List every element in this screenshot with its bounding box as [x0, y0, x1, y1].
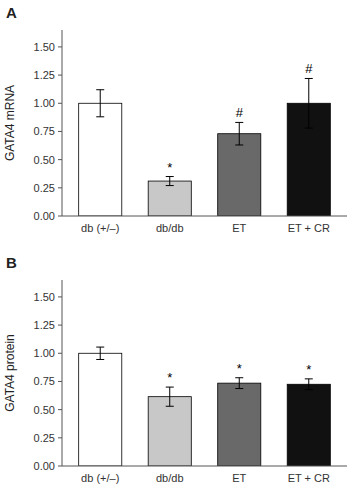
significance-marker: #	[236, 105, 244, 120]
x-tick-label: ET	[232, 472, 246, 484]
y-tick	[58, 103, 62, 104]
y-tick-label: 0.25	[34, 182, 55, 194]
x-tick-label: ET	[232, 222, 246, 234]
y-tick	[58, 409, 62, 410]
x-tick-label: db/db	[156, 472, 184, 484]
y-tick-label: 0.25	[34, 432, 55, 444]
y-tick	[58, 353, 62, 354]
y-axis-label: GATA4 mRNA	[3, 85, 17, 161]
y-tick	[58, 75, 62, 76]
y-tick	[58, 325, 62, 326]
chart-container: A GATA4 mRNA 0.00 0.25 0.50 0.75 1.00 1.25 1.50 *…	[0, 0, 357, 500]
panel: A GATA4 mRNA 0.00 0.25 0.50 0.75 1.00 1.25 1.50 *…	[3, 4, 347, 234]
error-bar-path	[166, 177, 174, 186]
y-tick-label: 0.00	[34, 460, 55, 472]
bar	[79, 103, 122, 216]
significance-marker: *	[306, 362, 311, 377]
y-tick	[58, 216, 62, 217]
error-bar	[96, 347, 104, 359]
error-bar-path	[305, 78, 313, 128]
error-bar-path	[305, 379, 313, 390]
error-bar	[305, 379, 313, 390]
error-bar	[235, 122, 243, 145]
y-tick-label: 1.50	[34, 41, 55, 53]
y-axis-line	[62, 30, 63, 216]
error-bar	[166, 387, 174, 406]
error-bar-path	[235, 122, 243, 145]
panel-title: A	[6, 4, 17, 21]
y-tick	[58, 437, 62, 438]
error-bar-path	[166, 387, 174, 406]
y-tick	[58, 187, 62, 188]
y-tick	[58, 466, 62, 467]
plot-area	[79, 347, 331, 466]
significance-marker: *	[167, 160, 172, 175]
error-bar	[305, 78, 313, 128]
y-tick-label: 0.00	[34, 210, 55, 222]
bar	[218, 383, 261, 466]
error-bar	[166, 177, 174, 186]
y-tick-label: 0.75	[34, 375, 55, 387]
x-tick-label: ET + CR	[288, 472, 330, 484]
plot-area	[79, 78, 331, 216]
significance-marker: #	[305, 61, 313, 76]
bar	[148, 181, 191, 216]
x-tick-label: db/db	[156, 222, 184, 234]
x-tick-label: db (+/–)	[81, 222, 119, 234]
x-axis-line	[62, 216, 347, 217]
bar	[287, 384, 330, 466]
y-tick	[58, 131, 62, 132]
bar	[79, 353, 122, 466]
x-tick-label: ET + CR	[288, 222, 330, 234]
x-tick-label: db (+/–)	[81, 472, 119, 484]
y-tick-label: 1.25	[34, 319, 55, 331]
y-tick-label: 1.00	[34, 97, 55, 109]
y-tick	[58, 381, 62, 382]
significance-marker: *	[237, 361, 242, 376]
error-bar	[235, 378, 243, 389]
y-tick	[58, 159, 62, 160]
error-bar-path	[96, 90, 104, 117]
y-tick-label: 0.50	[34, 154, 55, 166]
error-bar-path	[235, 378, 243, 389]
bar	[218, 134, 261, 216]
y-tick	[58, 46, 62, 47]
y-axis-line	[62, 280, 63, 466]
y-tick	[58, 296, 62, 297]
panel-title: B	[6, 254, 17, 271]
significance-marker: *	[167, 370, 172, 385]
y-tick-label: 0.75	[34, 125, 55, 137]
x-axis-line	[62, 466, 347, 467]
y-tick-label: 1.00	[34, 347, 55, 359]
y-axis-label: GATA4 protein	[3, 334, 17, 412]
y-tick-label: 0.50	[34, 404, 55, 416]
y-tick-label: 1.25	[34, 69, 55, 81]
bar	[148, 397, 191, 466]
y-tick-label: 1.50	[34, 291, 55, 303]
panel: B GATA4 protein 0.00 0.25 0.50 0.75 1.00 1.25 1.…	[3, 254, 347, 484]
chart-svg: A GATA4 mRNA 0.00 0.25 0.50 0.75 1.00 1.25 1.50 *…	[0, 0, 357, 500]
error-bar	[96, 90, 104, 117]
error-bar-path	[96, 347, 104, 359]
